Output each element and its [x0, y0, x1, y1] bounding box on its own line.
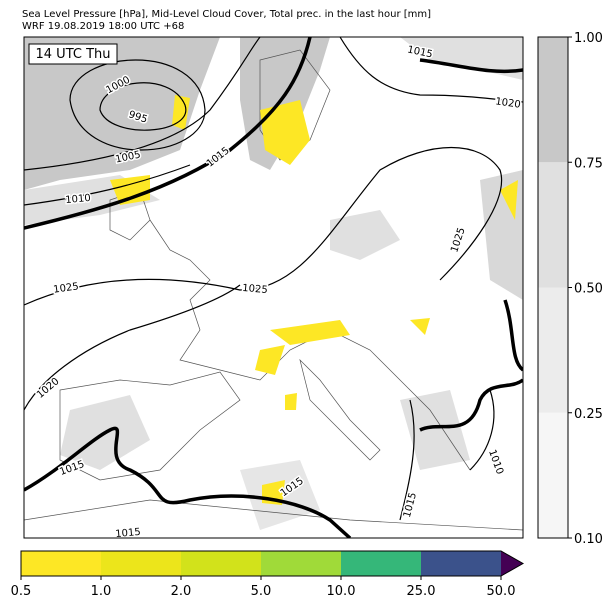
- precip-colorbar: 0.5 1.0 2.0 5.0 10.0 25.0 50.0: [11, 550, 525, 599]
- colorbar-label: 10.0: [327, 584, 356, 599]
- colorbar-label: 0.10: [574, 532, 603, 547]
- colorbar-segment: [101, 551, 181, 576]
- contour-label: 1010: [65, 193, 91, 206]
- colorbar-segment: [181, 551, 261, 576]
- colorbar-label: 2.0: [171, 584, 192, 599]
- colorbar-label: 50.0: [487, 584, 516, 599]
- cloud-colorbar: 0.10 0.25 0.50 0.75 1.00: [537, 31, 603, 547]
- colorbar-segment: [421, 551, 501, 576]
- colorbar-label: 0.50: [574, 282, 603, 297]
- colorbar-frame: [20, 550, 525, 577]
- colorbar-segment: [21, 551, 101, 576]
- colorbar-label: 1.0: [91, 584, 112, 599]
- colorbar-label: 0.5: [11, 584, 32, 599]
- contour-label: 1015: [115, 527, 141, 540]
- title-line-1: Sea Level Pressure [hPa], Mid-Level Clou…: [22, 9, 431, 20]
- title-line-2: WRF 19.08.2019 18:00 UTC +68: [22, 21, 184, 32]
- time-label: 14 UTC Thu: [36, 47, 111, 62]
- colorbar-label: 0.75: [574, 156, 603, 171]
- colorbar-label: 1.00: [574, 31, 603, 46]
- colorbar-segment: [538, 412, 568, 538]
- colorbar-segment: [261, 551, 341, 576]
- colorbar-segment: [538, 37, 568, 163]
- colorbar-segment: [341, 551, 421, 576]
- contour-label: 1020: [495, 96, 522, 110]
- colorbar-label: 25.0: [407, 584, 436, 599]
- colorbar-extend: [501, 551, 523, 576]
- colorbar-label: 0.25: [574, 407, 603, 422]
- contour-label: 1025: [242, 283, 268, 296]
- colorbar-segment: [538, 162, 568, 288]
- contour-label: 1025: [53, 281, 80, 295]
- colorbar-segment: [538, 287, 568, 413]
- colorbar-label: 5.0: [251, 584, 272, 599]
